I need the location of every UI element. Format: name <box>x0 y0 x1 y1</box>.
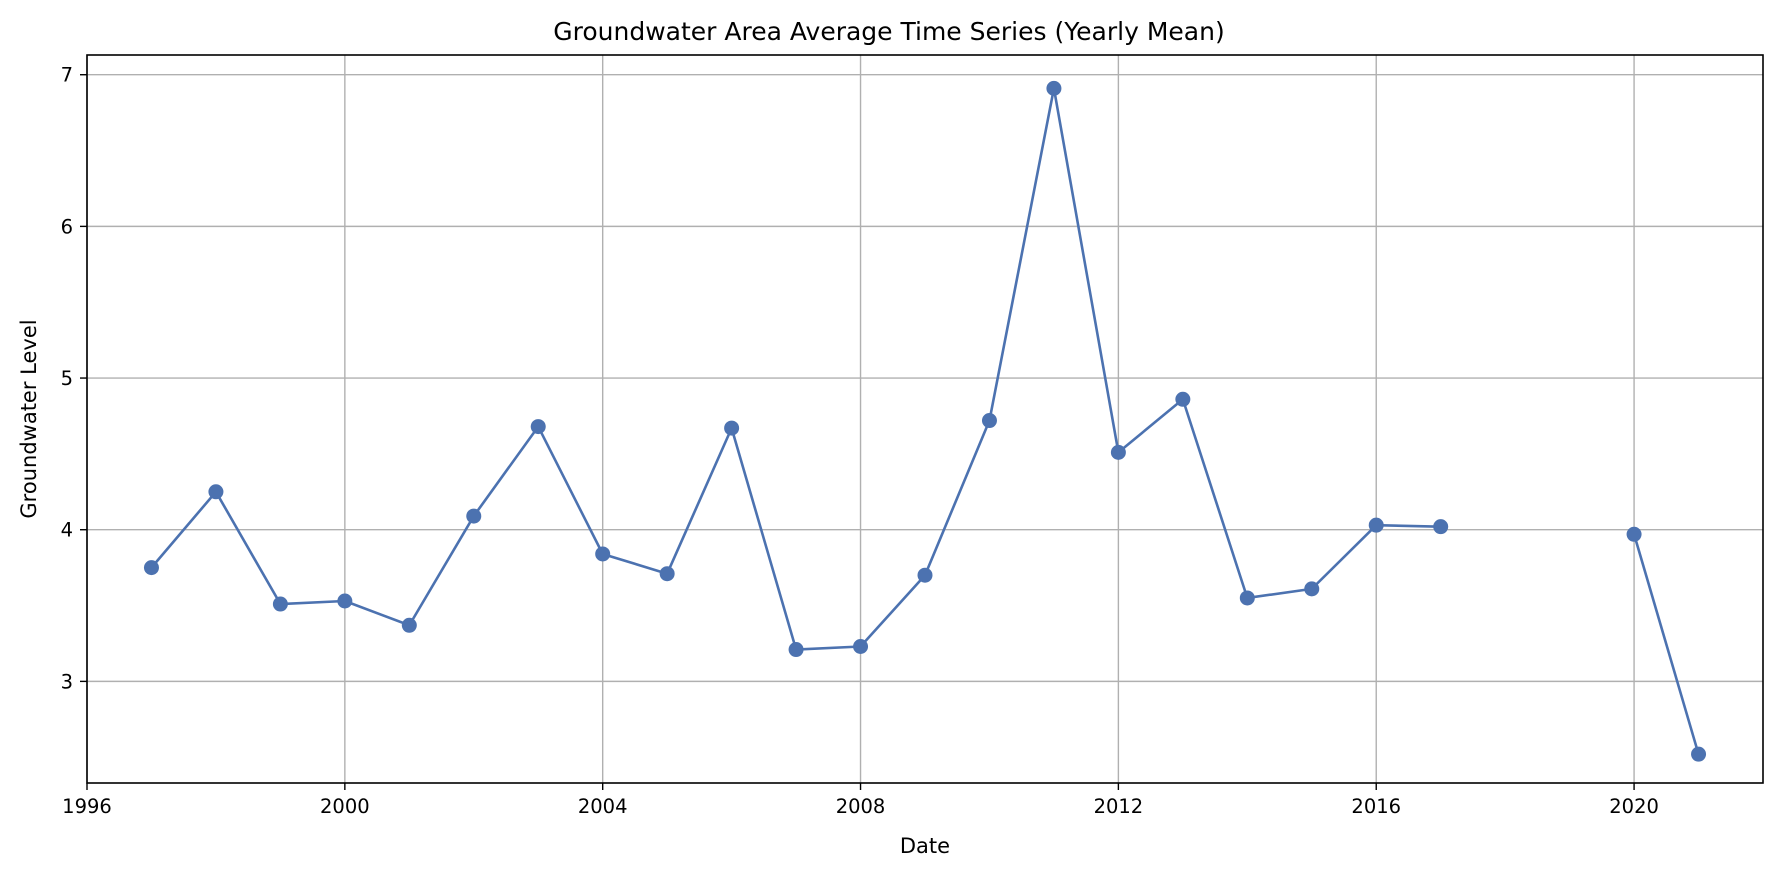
y-tick-label: 4 <box>61 519 73 542</box>
data-point <box>401 617 417 633</box>
x-axis-label: Date <box>900 834 950 858</box>
data-point <box>724 420 740 436</box>
data-point <box>1368 517 1384 533</box>
x-tick-label: 2020 <box>1609 795 1659 818</box>
x-tick-label: 1996 <box>62 795 112 818</box>
x-tick-label: 2016 <box>1351 795 1401 818</box>
data-point <box>1691 746 1707 762</box>
data-point <box>466 508 482 524</box>
data-point <box>1626 526 1642 542</box>
data-point <box>917 567 933 583</box>
x-tick-label: 2004 <box>578 795 628 818</box>
plot-frame <box>86 54 1764 784</box>
data-point <box>143 560 159 576</box>
data-point <box>1433 519 1449 535</box>
axis-ticks: 1996 2000 2004 2008 2012 2016 2020 3 4 5 6 7 <box>61 64 1659 818</box>
data-point <box>1239 590 1255 606</box>
y-tick-label: 6 <box>61 215 73 238</box>
data-point <box>595 546 611 562</box>
data-point <box>337 593 353 609</box>
chart-title: Groundwater Area Average Time Series (Ye… <box>553 17 1224 46</box>
y-axis-label: Groundwater Level <box>17 319 41 518</box>
data-point <box>788 642 804 658</box>
data-point <box>530 419 546 435</box>
y-tick-label: 5 <box>61 367 73 390</box>
y-tick-label: 3 <box>61 670 73 693</box>
x-tick-label: 2012 <box>1094 795 1144 818</box>
data-point <box>1304 581 1320 597</box>
data-point <box>1175 391 1191 407</box>
data-point <box>272 596 288 612</box>
series-line <box>1632 533 1700 755</box>
data-point <box>1110 444 1126 460</box>
data-point <box>659 566 675 582</box>
y-tick-label: 7 <box>61 64 73 87</box>
series-groundwater <box>143 80 1707 762</box>
data-point <box>208 484 224 500</box>
x-tick-label: 2000 <box>320 795 370 818</box>
data-point <box>1046 80 1062 96</box>
x-tick-label: 2008 <box>836 795 886 818</box>
grid-lines <box>86 55 1763 783</box>
data-point <box>981 413 997 429</box>
data-point <box>853 639 869 654</box>
